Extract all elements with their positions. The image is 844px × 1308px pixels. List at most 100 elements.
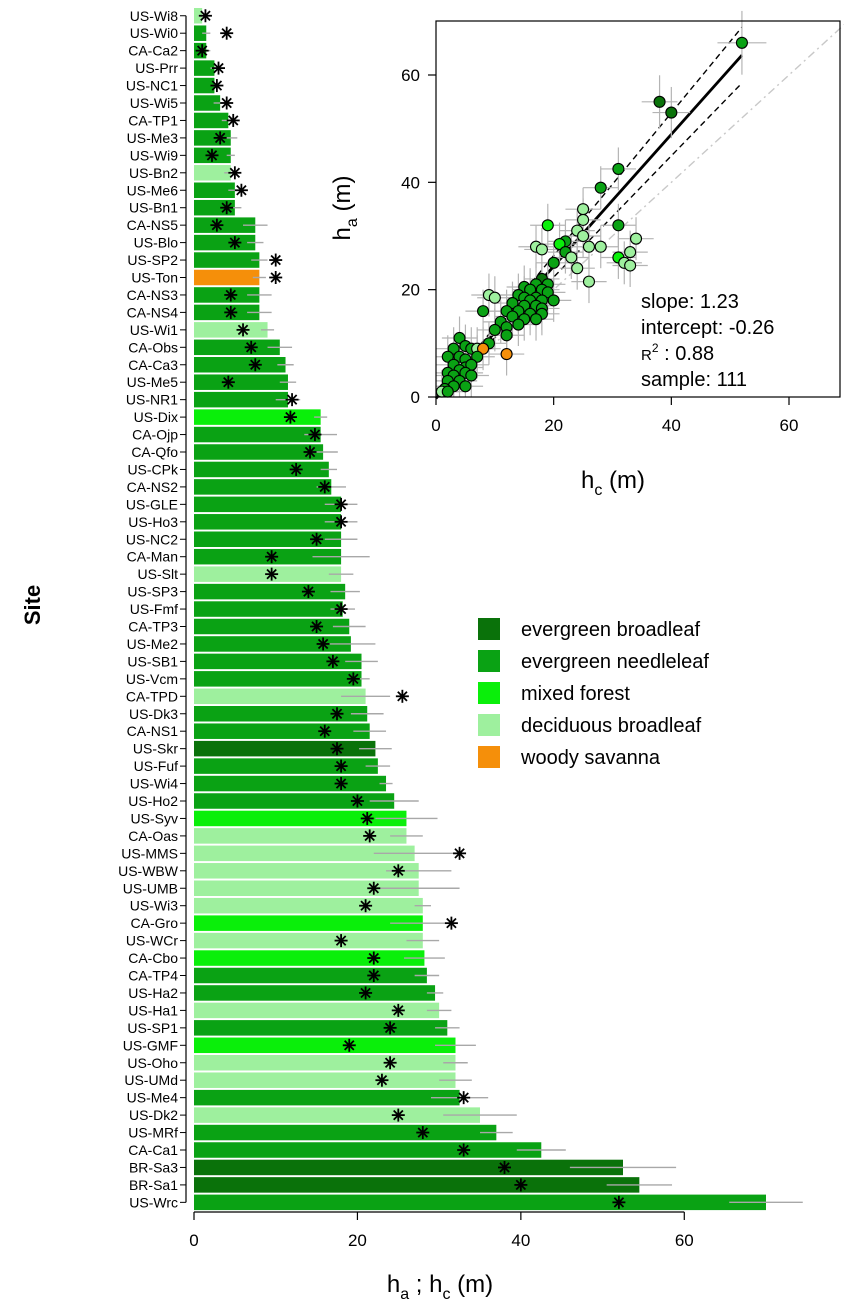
ha-star-marker <box>316 637 330 651</box>
ha-star-marker <box>334 515 348 529</box>
ha-star-marker <box>326 654 340 668</box>
scatter-point <box>571 262 584 275</box>
ha-star-marker <box>213 131 227 145</box>
site-bar-chart: US-Wi8US-Wi0CA-Ca2US-PrrUS-NC1US-Wi5CA-T… <box>20 8 803 1303</box>
scatter-point <box>500 348 513 361</box>
bar <box>194 1194 766 1211</box>
site-label: US-Wrc <box>129 1194 178 1210</box>
inset-x-tick-label: 40 <box>662 416 681 435</box>
ha-star-marker <box>210 218 224 232</box>
bar <box>194 810 407 827</box>
ha-star-marker <box>269 253 283 267</box>
scatter-point <box>653 95 666 108</box>
ha-star-marker <box>367 969 381 982</box>
ha-star-marker <box>283 410 297 424</box>
inset-scatter-plot: 0 20 40 60 0 20 40 60 hc (m) ha (m) slope: 1.23… <box>329 10 844 499</box>
scatter-point <box>465 369 478 382</box>
site-label: US-SP1 <box>127 1020 178 1036</box>
stat-intercept: intercept: -0.26 <box>641 317 774 339</box>
site-label: US-NC1 <box>126 78 178 94</box>
scatter-point <box>488 291 501 304</box>
scatter-point <box>629 232 643 245</box>
ha-star-marker <box>375 1073 389 1087</box>
legend-swatch <box>478 714 500 736</box>
site-label: US-UMB <box>123 880 178 896</box>
bar <box>194 1037 456 1054</box>
inset-x-tick-label: 60 <box>780 416 799 435</box>
bar <box>194 409 321 425</box>
site-label: US-UMd <box>124 1072 178 1088</box>
site-label: CA-Ca2 <box>128 43 178 59</box>
bar <box>194 1107 480 1123</box>
site-label: BR-Sa1 <box>129 1177 178 1193</box>
x-tick-label: 20 <box>348 1231 367 1250</box>
ha-star-marker <box>285 393 299 407</box>
bar <box>194 8 203 24</box>
bar <box>194 1089 460 1106</box>
bar <box>194 636 351 652</box>
scatter-point <box>506 297 519 310</box>
bar <box>194 496 342 513</box>
scatter-point <box>594 181 607 194</box>
bar <box>194 130 231 146</box>
ha-star-marker <box>228 236 242 250</box>
ha-star-marker <box>310 532 324 546</box>
bar <box>194 583 346 600</box>
site-label: CA-Ca1 <box>128 1142 178 1158</box>
site-label: US-Ha2 <box>128 985 178 1001</box>
bar <box>194 723 370 739</box>
bar <box>194 357 286 373</box>
site-label: US-NR1 <box>126 392 178 408</box>
bar <box>194 444 324 460</box>
stat-r-squared: R2 : 0.88 <box>641 341 714 365</box>
ha-star-marker <box>226 113 240 127</box>
ha-star-marker <box>244 340 258 354</box>
ha-star-marker <box>301 585 315 599</box>
scatter-point <box>547 256 560 269</box>
inset-y-tick-label: 20 <box>401 281 420 300</box>
bar <box>194 25 207 41</box>
scatter-point <box>500 329 513 342</box>
scatter-point <box>665 106 678 119</box>
scatter-point <box>735 36 748 49</box>
ha-star-marker <box>318 480 332 494</box>
bar <box>194 740 376 757</box>
bar <box>194 391 288 408</box>
bar <box>194 897 423 914</box>
legend-label: evergreen needleleaf <box>521 651 709 673</box>
ha-star-marker <box>330 742 344 756</box>
scatter-point <box>477 305 490 318</box>
ha-star-marker <box>210 79 224 93</box>
site-label: US-Wi1 <box>130 322 178 338</box>
bar <box>194 601 343 617</box>
bar <box>194 112 229 129</box>
bar <box>194 217 256 233</box>
site-label: CA-Ojp <box>132 427 178 443</box>
site-label: CA-Oas <box>128 828 178 844</box>
scatter-point <box>506 310 519 323</box>
ha-star-marker <box>265 550 279 564</box>
ha-star-marker <box>391 1108 405 1122</box>
scatter-point <box>535 243 548 256</box>
bar <box>194 252 260 268</box>
bar <box>194 671 362 687</box>
site-label: CA-TPD <box>126 688 178 704</box>
site-label: US-Skr <box>133 741 178 757</box>
bar <box>194 60 215 76</box>
ha-star-marker <box>228 166 242 180</box>
ha-star-marker <box>334 934 348 948</box>
ha-star-marker <box>383 1021 397 1035</box>
ha-star-marker <box>416 1126 430 1140</box>
bar <box>194 618 350 635</box>
ha-star-marker <box>359 986 373 1000</box>
site-label: US-Slt <box>138 566 179 582</box>
site-label: US-NC2 <box>126 531 178 547</box>
site-label: US-WCr <box>126 933 178 949</box>
ha-star-marker <box>334 602 348 616</box>
y-axis-title: Site <box>20 585 45 625</box>
site-label: CA-Qfo <box>131 444 178 460</box>
bar <box>194 1072 456 1088</box>
inset-background <box>436 21 840 397</box>
site-label: US-SP2 <box>127 252 178 268</box>
ha-marker-group <box>195 9 626 1209</box>
